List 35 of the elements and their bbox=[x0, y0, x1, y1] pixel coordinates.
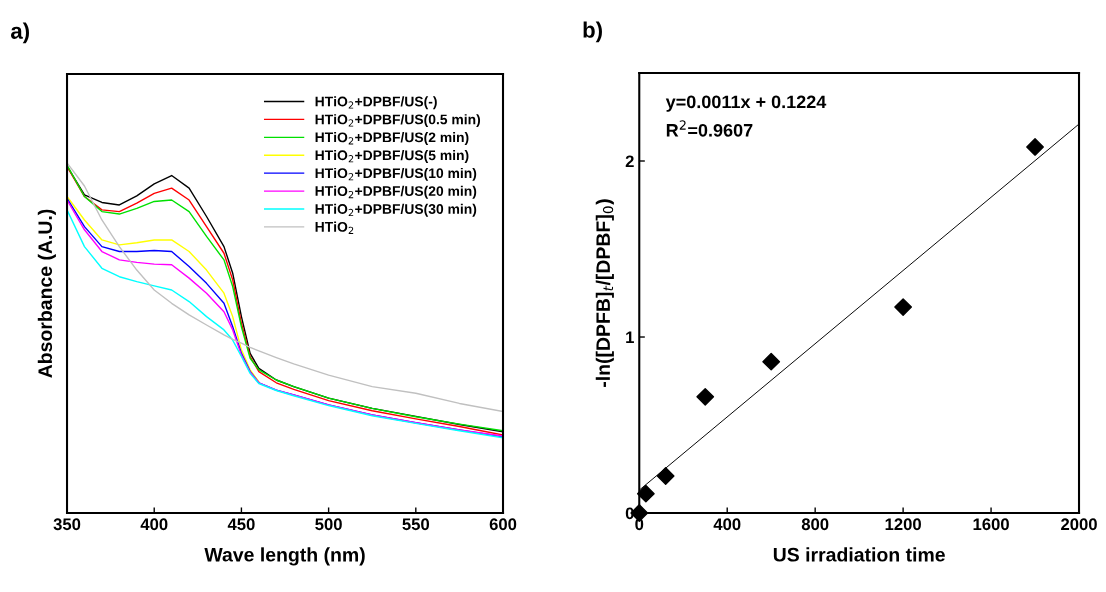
x-tick-label: 800 bbox=[801, 518, 829, 531]
x-axis-title: US irradiation time bbox=[773, 547, 945, 562]
annotation: y=0.0011x + 0.1224 bbox=[665, 95, 827, 112]
legend-label: HTiO$_{2}$ bbox=[315, 221, 354, 234]
point bbox=[696, 387, 715, 406]
annotation: R$^{2}$=0.9607 bbox=[666, 120, 753, 137]
x-tick-label: 550 bbox=[402, 518, 430, 531]
y-axis-title: Absorbance (A.U.) bbox=[37, 209, 56, 378]
point bbox=[1026, 138, 1044, 156]
point bbox=[656, 467, 675, 485]
x-tick-label: 1200 bbox=[885, 518, 921, 531]
legend-label: HTiO$_{2}$+DPBF/US(0.5 min) bbox=[315, 114, 481, 128]
x-tick-label: 1600 bbox=[973, 518, 1009, 531]
x-tick-label: 400 bbox=[140, 518, 168, 531]
x-tick-label: 600 bbox=[489, 518, 517, 531]
point bbox=[636, 484, 655, 503]
legend-label: HTiO$_{2}$+DPBF/US(30 min) bbox=[315, 203, 477, 217]
chart-title: b) bbox=[583, 21, 602, 43]
chart-title: a) bbox=[11, 22, 29, 44]
x-tick-label: 2000 bbox=[1061, 518, 1097, 531]
legend-label: HTiO$_{2}$+DPBF/US(-) bbox=[315, 96, 437, 110]
legend-label: HTiO$_{2}$+DPBF/US(5 min) bbox=[315, 149, 469, 163]
x-tick-label: 450 bbox=[227, 518, 255, 531]
legend-label: HTiO$_{2}$+DPBF/US(2 min) bbox=[315, 132, 469, 145]
y-tick-label: 2 bbox=[625, 155, 634, 168]
x-tick-label: 500 bbox=[315, 518, 342, 531]
legend-label: HTiO$_{2}$+DPBF/US(20 min) bbox=[315, 185, 477, 199]
x-tick-label: 400 bbox=[713, 518, 741, 531]
x-tick-label: 350 bbox=[53, 518, 81, 531]
y-tick-label: 1 bbox=[626, 331, 634, 344]
legend-label: HTiO$_{2}$+DPBF/US(10 min) bbox=[315, 167, 477, 181]
point bbox=[762, 352, 781, 371]
x-axis-title: Wave length (nm) bbox=[204, 547, 365, 566]
point bbox=[894, 298, 913, 317]
y-axis-title: -ln([DPFB]$_{t}$/[DPBF]$_{0}$) bbox=[595, 199, 614, 387]
